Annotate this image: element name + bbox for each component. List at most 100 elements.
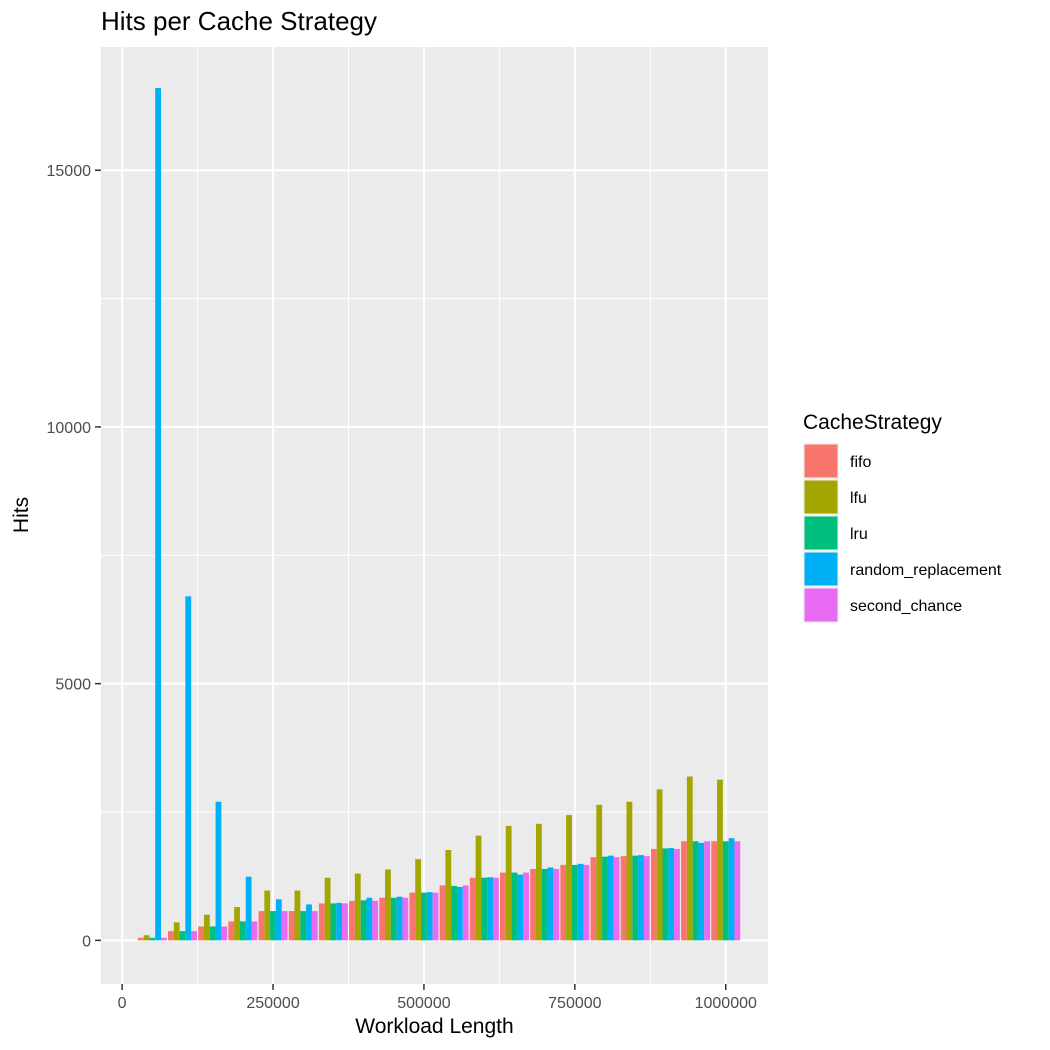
bar-lru: [692, 841, 699, 941]
bar-fifo: [198, 926, 204, 941]
bar-second_chance: [643, 856, 650, 941]
bar-fifo: [530, 868, 536, 941]
bar-lfu: [596, 804, 603, 941]
bar-second_chance: [432, 892, 439, 941]
bar-fifo: [409, 892, 416, 941]
bar-fifo: [711, 841, 718, 941]
bar-lru: [662, 848, 669, 941]
bar-second_chance: [160, 937, 167, 941]
y-tick-label: 15000: [47, 163, 92, 180]
bar-fifo: [620, 856, 627, 941]
bar-random_replacement: [547, 867, 554, 941]
bar-second_chance: [342, 903, 348, 941]
bar-fifo: [469, 877, 476, 941]
x-axis-title: Workload Length: [355, 1015, 513, 1038]
bar-second_chance: [674, 848, 680, 941]
bar-lru: [390, 897, 397, 941]
bar-second_chance: [583, 864, 590, 941]
legend-label-random_replacement: random_replacement: [850, 562, 1002, 579]
bar-random_replacement: [517, 874, 524, 941]
x-tick-label: 500000: [397, 995, 450, 1012]
bar-lfu: [203, 914, 210, 941]
grid-minor: [101, 47, 768, 984]
bar-fifo: [318, 903, 325, 941]
y-tick-label: 0: [82, 933, 91, 950]
bar-random_replacement: [698, 842, 705, 941]
x-tick-label: 750000: [548, 995, 601, 1012]
bar-lru: [722, 841, 729, 941]
bar-random_replacement: [396, 896, 403, 941]
bar-second_chance: [251, 921, 258, 941]
bar-lru: [239, 921, 246, 941]
bar-fifo: [137, 937, 144, 941]
bar-random_replacement: [155, 88, 161, 941]
bar-lfu: [626, 801, 633, 941]
bar-lfu: [415, 859, 422, 941]
bar-fifo: [590, 857, 597, 941]
bar-lfu: [535, 823, 542, 941]
bar-fifo: [168, 931, 174, 941]
bar-fifo: [681, 841, 687, 941]
bar-fifo: [349, 900, 355, 941]
bar-lru: [481, 877, 488, 941]
bar-lru: [360, 900, 367, 941]
bar-lfu: [475, 835, 482, 941]
bars: [137, 88, 741, 941]
bar-second_chance: [372, 900, 379, 941]
bar-lru: [541, 868, 548, 941]
bar-lru: [451, 885, 458, 941]
bar-random_replacement: [215, 801, 222, 941]
y-tick-label: 5000: [55, 677, 91, 694]
bar-second_chance: [553, 868, 560, 941]
bar-random_replacement: [426, 892, 433, 941]
y-axis-title: Hits: [10, 497, 33, 533]
bar-lru: [421, 892, 427, 941]
bar-lru: [270, 911, 276, 941]
legend-label-lfu: lfu: [850, 490, 867, 507]
bar-second_chance: [734, 841, 741, 941]
bar-lfu: [294, 890, 301, 941]
bar-lru: [571, 864, 578, 941]
y-axis: 0 5000 10000 15000: [47, 163, 101, 950]
bar-random_replacement: [245, 876, 252, 941]
bar-lfu: [717, 779, 723, 941]
bar-second_chance: [402, 897, 409, 941]
bar-lru: [300, 911, 307, 941]
bar-fifo: [258, 911, 265, 941]
x-axis: 0 250000 500000 750000 1000000: [118, 984, 757, 1012]
bar-second_chance: [311, 911, 318, 941]
bar-random_replacement: [336, 902, 343, 941]
bar-lfu: [234, 906, 240, 941]
bar-lfu: [264, 890, 271, 941]
legend: CacheStrategy fifo lfu lru random_replaceme…: [803, 411, 1002, 623]
x-tick-label: 250000: [246, 995, 299, 1012]
bar-lru: [602, 856, 608, 941]
bar-lfu: [385, 869, 391, 941]
x-tick-label: 1000000: [695, 995, 757, 1012]
plot-panel: [101, 47, 768, 984]
legend-key-random_replacement: [804, 552, 838, 586]
bar-fifo: [288, 911, 295, 941]
bar-random_replacement: [185, 596, 192, 941]
bar-fifo: [650, 848, 657, 941]
bar-lfu: [324, 877, 331, 941]
legend-key-lru: [804, 516, 838, 550]
bar-lfu: [505, 825, 512, 941]
bar-fifo: [499, 872, 506, 941]
bar-random_replacement: [487, 877, 493, 941]
legend-key-lfu: [804, 480, 838, 514]
bar-lfu: [686, 776, 693, 941]
bar-lfu: [143, 935, 150, 941]
bar-random_replacement: [728, 838, 735, 941]
bar-random_replacement: [668, 847, 675, 941]
bar-fifo: [439, 885, 446, 941]
bar-random_replacement: [638, 855, 644, 941]
bar-lfu: [656, 789, 663, 941]
bar-random_replacement: [457, 886, 463, 941]
bar-lfu: [566, 815, 572, 941]
bar-second_chance: [221, 926, 228, 941]
legend-key-second_chance: [804, 588, 838, 622]
bar-second_chance: [281, 911, 288, 941]
legend-key-fifo: [804, 444, 838, 478]
bar-fifo: [560, 864, 567, 941]
